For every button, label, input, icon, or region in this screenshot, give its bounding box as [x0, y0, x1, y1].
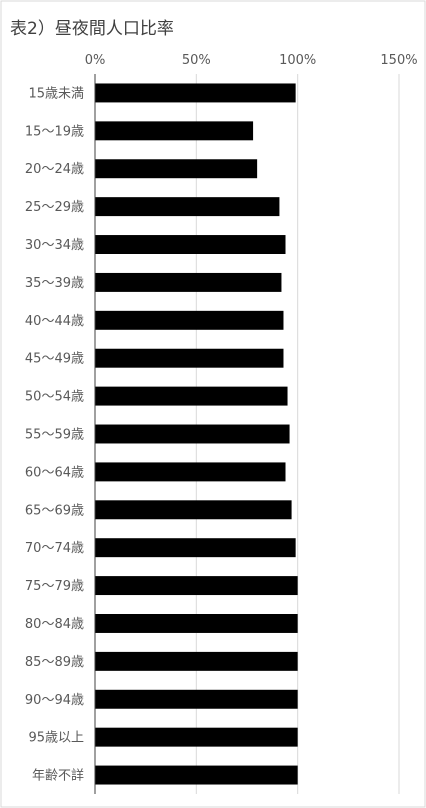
category-label: 80～84歳 [25, 617, 84, 632]
bar [95, 651, 298, 671]
x-tick-label: 50% [182, 53, 211, 68]
bar [95, 121, 254, 141]
bar [95, 386, 288, 406]
bar [95, 462, 286, 482]
bar [95, 689, 298, 709]
bar [95, 348, 284, 368]
category-label: 20～24歳 [25, 162, 84, 177]
category-label: 15～19歳 [25, 124, 84, 139]
category-label: 35～39歳 [25, 276, 84, 291]
bar [95, 538, 296, 558]
category-label: 50～54歳 [25, 390, 84, 405]
x-tick-label: 150% [380, 53, 417, 68]
bar [95, 576, 298, 596]
category-labels: 15歳未満 15～19歳 20～24歳 25～29歳 30～34歳 35～39歳 40～44… [25, 86, 84, 783]
bar [95, 614, 298, 633]
bar [95, 272, 282, 292]
bar [95, 83, 296, 103]
bar [95, 310, 284, 330]
category-label: 95歳以上 [28, 731, 84, 746]
category-label: 年齢不詳 [32, 768, 84, 784]
category-label: 75～79歳 [25, 579, 84, 594]
category-label: 70～74歳 [25, 541, 84, 556]
bar [95, 765, 298, 785]
category-label: 25～29歳 [25, 200, 84, 215]
bar [95, 424, 290, 444]
category-label: 85～89歳 [25, 655, 84, 670]
category-label: 30～34歳 [25, 238, 84, 253]
category-label: 45～49歳 [25, 352, 84, 367]
category-label: 60～64歳 [25, 465, 84, 480]
bar [95, 235, 286, 254]
bars [95, 83, 298, 785]
x-tick-label: 0% [85, 53, 106, 68]
chart-title: 表2）昼夜間人口比率 [10, 19, 174, 39]
category-label: 40～44歳 [25, 314, 84, 329]
bar [95, 727, 298, 747]
category-label: 90～94歳 [25, 693, 84, 708]
bar [95, 500, 292, 520]
bar [95, 197, 280, 217]
category-label: 15歳未満 [28, 86, 84, 101]
x-axis-ticks: 0% 50% 100% 150% [85, 53, 418, 68]
category-label: 55～59歳 [25, 428, 84, 443]
x-tick-label: 100% [279, 53, 316, 68]
category-label: 65～69歳 [25, 503, 84, 518]
bar [95, 159, 258, 179]
